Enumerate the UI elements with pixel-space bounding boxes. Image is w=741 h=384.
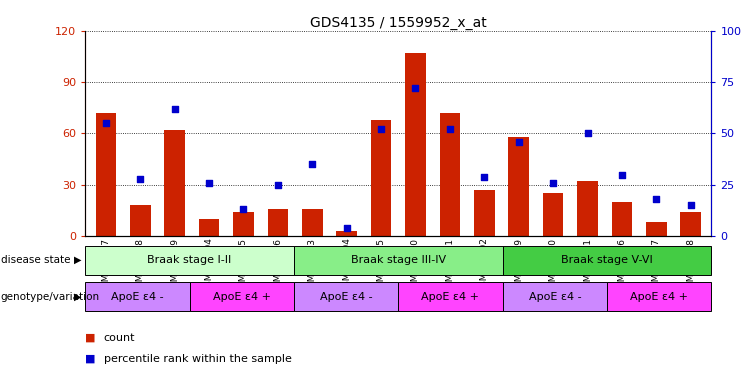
Point (513, 139, 525, 145)
Text: ApoE ε4 -: ApoE ε4 - (320, 291, 373, 302)
Text: ▶: ▶ (74, 255, 82, 265)
Bar (680, 212, 701, 236)
Point (341, 225, 353, 231)
Bar (294, 246, 502, 275)
Point (134, 175, 146, 182)
Bar (577, 181, 598, 236)
Bar (439, 113, 460, 236)
Point (651, 196, 662, 202)
Bar (646, 222, 667, 236)
Bar (190, 282, 294, 311)
Point (616, 171, 628, 177)
Point (272, 182, 284, 188)
Bar (165, 130, 185, 236)
Text: ■: ■ (85, 333, 96, 343)
Bar (85, 282, 190, 311)
Bar (85, 246, 294, 275)
Bar (399, 282, 502, 311)
Text: ApoE ε4 +: ApoE ε4 + (630, 291, 688, 302)
Text: ApoE ε4 +: ApoE ε4 + (422, 291, 479, 302)
Bar (336, 231, 357, 236)
Text: percentile rank within the sample: percentile rank within the sample (104, 354, 292, 364)
Point (444, 126, 456, 132)
Bar (130, 205, 150, 236)
Bar (474, 190, 494, 236)
Bar (405, 53, 426, 236)
Bar (294, 282, 398, 311)
Point (100, 120, 112, 126)
Text: ▶: ▶ (74, 291, 82, 302)
Text: ApoE ε4 +: ApoE ε4 + (213, 291, 270, 302)
Point (410, 85, 422, 91)
Point (238, 206, 250, 212)
Bar (302, 209, 322, 236)
Text: ■: ■ (85, 354, 96, 364)
Point (685, 202, 697, 209)
Text: disease state: disease state (1, 255, 70, 265)
Text: ApoE ε4 -: ApoE ε4 - (111, 291, 164, 302)
Title: GDS4135 / 1559952_x_at: GDS4135 / 1559952_x_at (310, 16, 487, 30)
Bar (370, 120, 391, 236)
Bar (199, 219, 219, 236)
Bar (508, 137, 529, 236)
Point (169, 106, 181, 112)
Bar (611, 202, 632, 236)
Point (582, 131, 594, 137)
Point (375, 126, 387, 132)
Point (306, 161, 318, 167)
Text: count: count (104, 333, 136, 343)
Text: Braak stage III-IV: Braak stage III-IV (350, 255, 446, 265)
Text: Braak stage I-II: Braak stage I-II (147, 255, 232, 265)
Bar (502, 246, 711, 275)
Point (547, 180, 559, 186)
Text: genotype/variation: genotype/variation (1, 291, 100, 302)
Text: ApoE ε4 -: ApoE ε4 - (528, 291, 581, 302)
Bar (268, 209, 288, 236)
Bar (542, 194, 563, 236)
Bar (233, 212, 253, 236)
Point (479, 174, 491, 180)
Text: Braak stage V-VI: Braak stage V-VI (561, 255, 653, 265)
Bar (96, 113, 116, 236)
Bar (502, 282, 607, 311)
Point (203, 180, 215, 186)
Bar (607, 282, 711, 311)
